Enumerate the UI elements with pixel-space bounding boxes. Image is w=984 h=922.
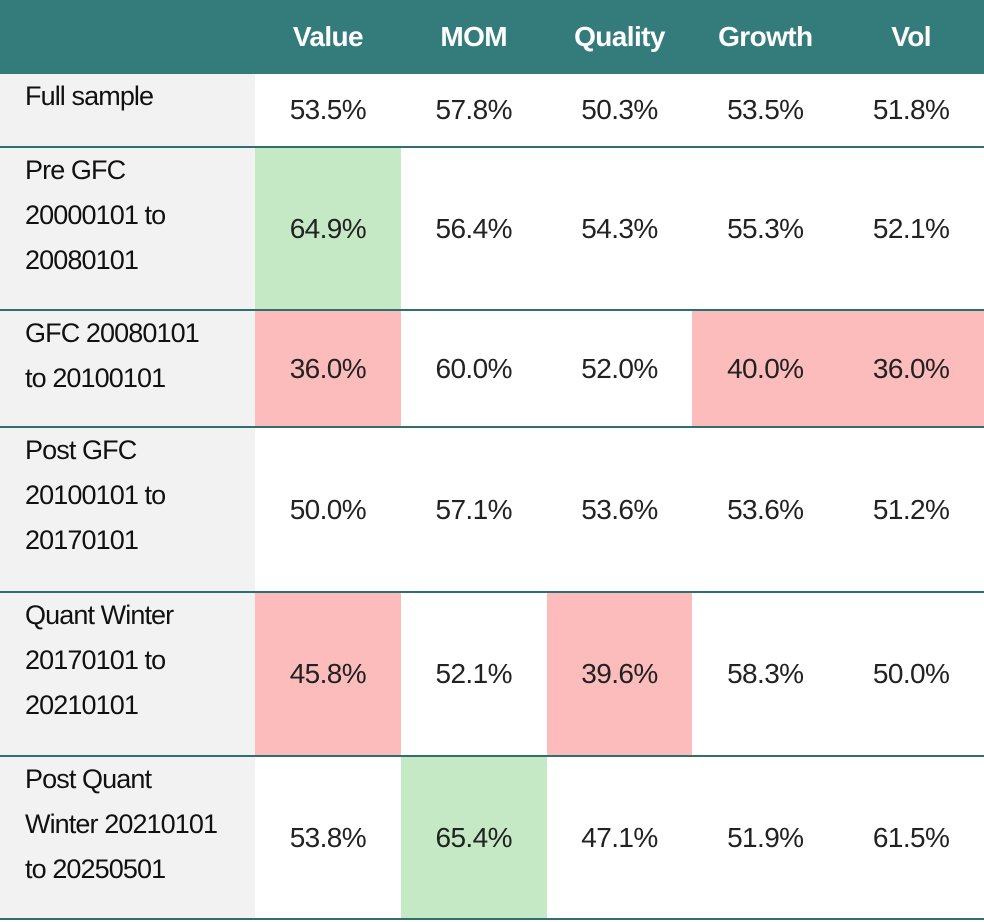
value-cell: 40.0% bbox=[692, 311, 839, 428]
row-label: Post GFC 20100101 to 20170101 bbox=[0, 428, 255, 593]
label-line: 20000101 to bbox=[25, 200, 166, 230]
header-cell: MOM bbox=[400, 0, 547, 74]
value-cell: 65.4% bbox=[400, 757, 547, 920]
row-label: Post Quant Winter 20210101 to 20250501 bbox=[0, 757, 255, 920]
value-cell: 56.4% bbox=[400, 148, 547, 311]
row-label: GFC 20080101 to 20100101 bbox=[0, 311, 255, 428]
label-line: 20170101 to bbox=[25, 645, 166, 675]
header-cell: Quality bbox=[546, 0, 693, 74]
label-line: GFC 20080101 bbox=[25, 318, 200, 348]
row-label: Full sample bbox=[0, 74, 255, 148]
label-line: Post GFC bbox=[25, 435, 137, 465]
row-label: Quant Winter 20170101 to 20210101 bbox=[0, 593, 255, 757]
label-line: to 20100101 bbox=[25, 363, 166, 393]
label-line: Full sample bbox=[25, 81, 154, 111]
label-line: 20210101 bbox=[25, 690, 139, 720]
label-line: Quant Winter bbox=[25, 600, 174, 630]
value-cell: 53.5% bbox=[255, 74, 401, 148]
header-cell: Vol bbox=[838, 0, 984, 74]
value-cell: 64.9% bbox=[255, 148, 401, 311]
value-cell: 60.0% bbox=[400, 311, 547, 428]
value-cell: 61.5% bbox=[838, 757, 984, 920]
header-cell: Growth bbox=[692, 0, 839, 74]
value-cell: 50.0% bbox=[838, 593, 984, 757]
value-cell: 57.1% bbox=[400, 428, 547, 593]
value-cell: 47.1% bbox=[546, 757, 693, 920]
value-cell: 36.0% bbox=[255, 311, 401, 428]
value-cell: 45.8% bbox=[255, 593, 401, 757]
value-cell: 52.1% bbox=[400, 593, 547, 757]
header-cell: Value bbox=[255, 0, 401, 74]
label-line: 20080101 bbox=[25, 245, 139, 275]
value-cell: 53.6% bbox=[546, 428, 693, 593]
label-line: 20170101 bbox=[25, 525, 139, 555]
value-cell: 51.2% bbox=[838, 428, 984, 593]
row-label: Pre GFC 20000101 to 20080101 bbox=[0, 148, 255, 311]
value-cell: 36.0% bbox=[838, 311, 984, 428]
value-cell: 53.8% bbox=[255, 757, 401, 920]
value-cell: 53.6% bbox=[692, 428, 839, 593]
value-cell: 53.5% bbox=[692, 74, 839, 148]
value-cell: 54.3% bbox=[546, 148, 693, 311]
value-cell: 57.8% bbox=[400, 74, 547, 148]
value-cell: 55.3% bbox=[692, 148, 839, 311]
label-line: to 20250501 bbox=[25, 854, 166, 884]
value-cell: 51.8% bbox=[838, 74, 984, 148]
value-cell: 52.1% bbox=[838, 148, 984, 311]
label-line: Post Quant bbox=[25, 764, 152, 794]
value-cell: 50.0% bbox=[255, 428, 401, 593]
value-cell: 58.3% bbox=[692, 593, 839, 757]
value-cell: 39.6% bbox=[546, 593, 693, 757]
value-cell: 51.9% bbox=[692, 757, 839, 920]
value-cell: 52.0% bbox=[546, 311, 693, 428]
label-line: Pre GFC bbox=[25, 155, 126, 185]
label-line: Winter 20210101 bbox=[25, 809, 218, 839]
header-corner bbox=[0, 0, 255, 74]
label-line: 20100101 to bbox=[25, 480, 166, 510]
value-cell: 50.3% bbox=[546, 74, 693, 148]
